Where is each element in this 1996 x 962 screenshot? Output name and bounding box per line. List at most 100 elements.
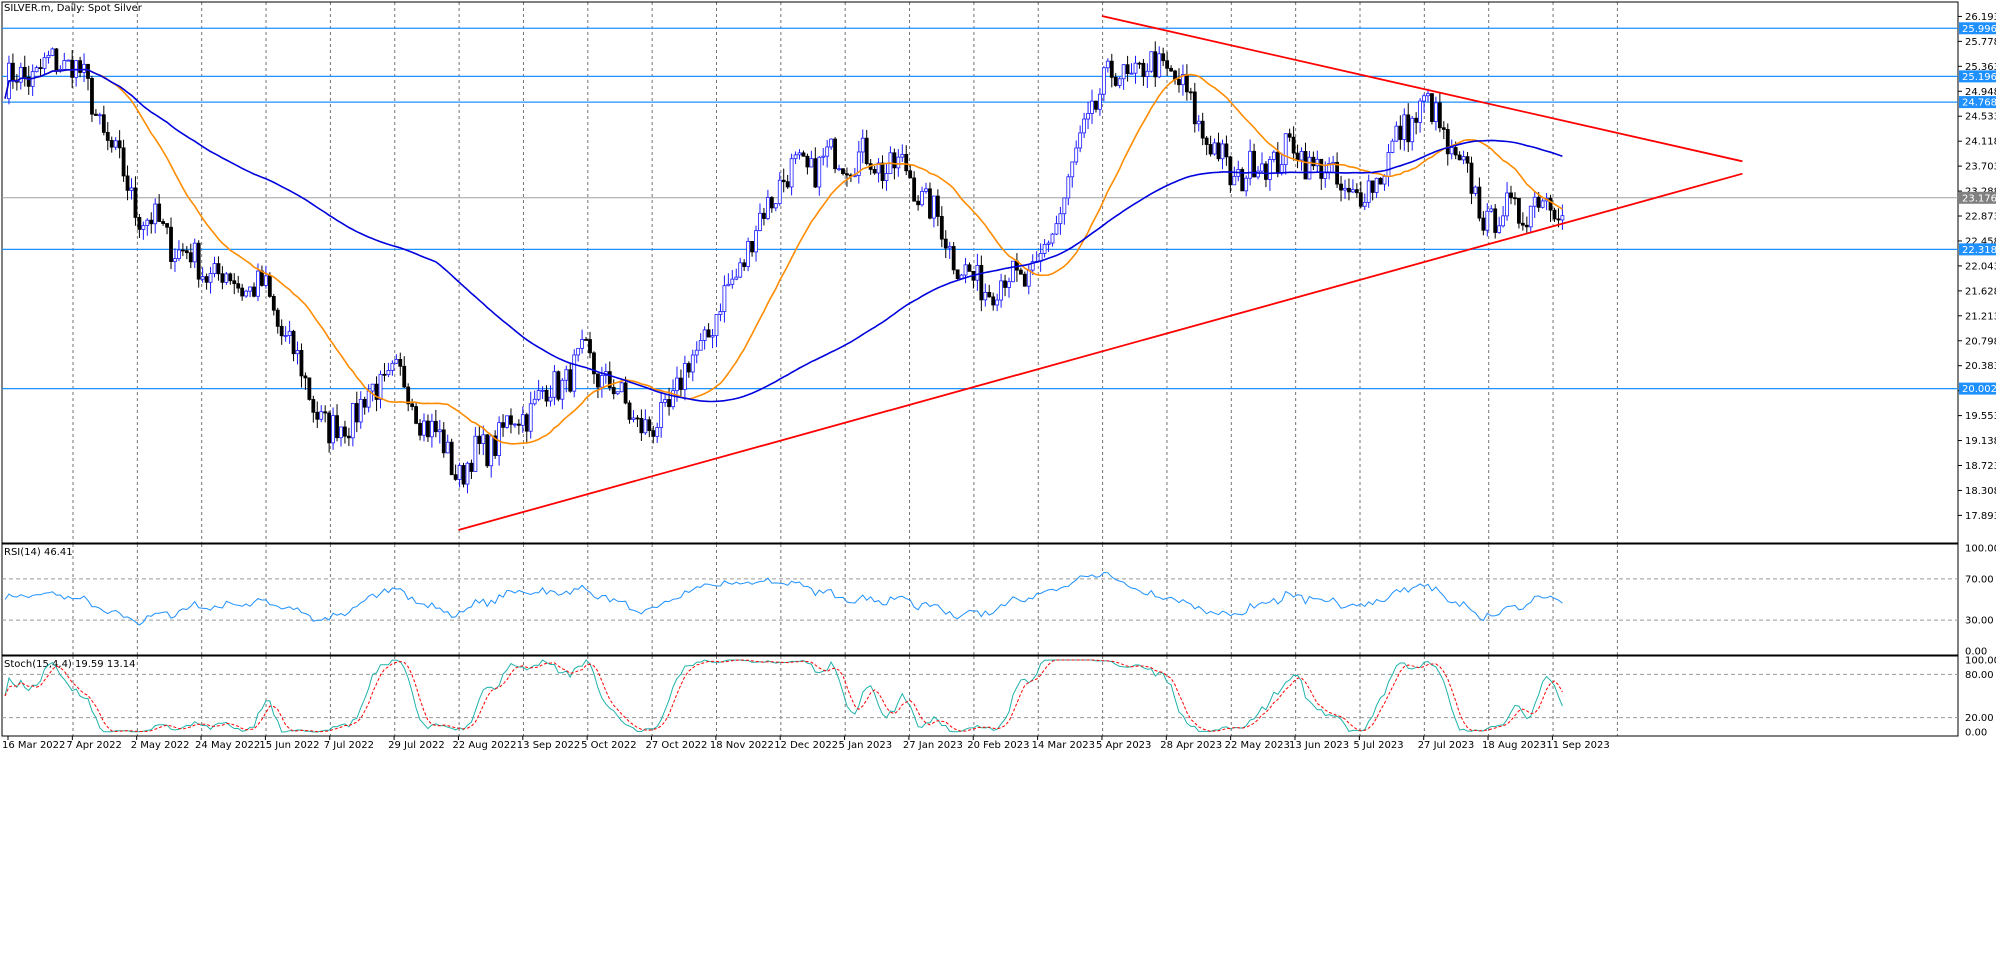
candle-body bbox=[568, 369, 573, 392]
candle-body bbox=[528, 403, 533, 432]
candle-body bbox=[1366, 180, 1371, 203]
candle-body bbox=[1287, 133, 1292, 138]
candle-body bbox=[295, 350, 300, 355]
candle-body bbox=[1283, 133, 1288, 166]
date-tick-label: 13 Sep 2022 bbox=[517, 740, 580, 751]
candle-body bbox=[1145, 70, 1150, 77]
candle-body bbox=[129, 187, 134, 191]
candle-body bbox=[90, 77, 94, 115]
candle-body bbox=[1406, 114, 1411, 143]
candle-body bbox=[319, 411, 324, 420]
candle-body bbox=[445, 441, 450, 454]
candle-body bbox=[769, 197, 774, 209]
candle-body bbox=[710, 335, 715, 338]
price-tick-label: 25.363 bbox=[1965, 62, 1996, 73]
candle-body bbox=[1090, 100, 1094, 114]
candle-body bbox=[813, 158, 818, 188]
candle-body bbox=[1252, 150, 1256, 178]
candle-body bbox=[422, 420, 426, 436]
candle-body bbox=[86, 63, 90, 79]
candle-body bbox=[200, 276, 205, 280]
candle-body bbox=[1556, 218, 1561, 221]
candle-body bbox=[311, 399, 316, 413]
date-tick-label: 20 Feb 2023 bbox=[967, 740, 1029, 751]
date-tick-label: 2 May 2022 bbox=[131, 740, 190, 751]
date-tick-label: 22 May 2023 bbox=[1225, 740, 1290, 751]
candle-body bbox=[354, 403, 359, 423]
candle-body bbox=[1046, 242, 1051, 245]
candle-body bbox=[690, 354, 695, 373]
candle-body bbox=[509, 415, 513, 425]
candle-body bbox=[426, 420, 430, 438]
date-tick-label: 5 Oct 2022 bbox=[581, 740, 636, 751]
candle-body bbox=[307, 377, 312, 400]
candle-body bbox=[1003, 280, 1007, 288]
candle-body bbox=[599, 375, 604, 388]
candle-body bbox=[1070, 161, 1075, 178]
candle-body bbox=[1141, 62, 1146, 77]
trendline-1 bbox=[1101, 15, 1743, 163]
candle-body bbox=[34, 67, 39, 73]
candle-body bbox=[1453, 147, 1458, 156]
candle-body bbox=[580, 339, 585, 349]
candle-body bbox=[540, 389, 545, 392]
candle-body bbox=[576, 347, 581, 356]
candle-body bbox=[631, 417, 636, 420]
candle-body bbox=[1509, 192, 1513, 199]
candle-body bbox=[1279, 164, 1284, 173]
candle-body bbox=[560, 379, 565, 400]
candle-body bbox=[271, 296, 276, 311]
candle-body bbox=[1418, 100, 1422, 123]
candle-body bbox=[493, 435, 498, 456]
price-tick-label: 19.138 bbox=[1965, 436, 1996, 447]
candle-body bbox=[1315, 158, 1320, 167]
candle-body bbox=[1161, 53, 1166, 62]
candle-body bbox=[556, 371, 561, 400]
date-tick-label: 24 May 2022 bbox=[195, 740, 260, 751]
candle-body bbox=[11, 62, 15, 81]
candle-body bbox=[1398, 125, 1403, 140]
date-tick-label: 11 Sep 2023 bbox=[1546, 740, 1609, 751]
date-tick-label: 28 Apr 2023 bbox=[1160, 740, 1222, 751]
candle-body bbox=[1319, 158, 1324, 179]
candle-body bbox=[1220, 143, 1225, 160]
date-tick-label: 12 Dec 2022 bbox=[774, 740, 838, 751]
candle-body bbox=[564, 369, 569, 381]
candle-body bbox=[1390, 140, 1395, 153]
horizontal-level-label: 25.196 bbox=[1962, 72, 1996, 83]
candle-body bbox=[1520, 222, 1525, 226]
candle-body bbox=[204, 276, 209, 283]
candle-body bbox=[651, 430, 656, 437]
candle-body bbox=[1153, 51, 1158, 78]
candle-body bbox=[1101, 67, 1106, 95]
candle-body bbox=[1086, 113, 1090, 120]
candle-body bbox=[572, 354, 577, 392]
candle-body bbox=[501, 422, 505, 428]
date-tick-label: 7 Apr 2022 bbox=[66, 740, 121, 751]
price-tick-label: 22.873 bbox=[1965, 212, 1996, 223]
candle-body bbox=[1188, 91, 1193, 94]
candles-group bbox=[7, 41, 1565, 494]
candle-body bbox=[402, 365, 407, 388]
candle-body bbox=[1204, 137, 1209, 145]
candle-body bbox=[1362, 201, 1367, 207]
candle-body bbox=[908, 170, 913, 179]
candle-body bbox=[70, 59, 75, 78]
candle-body bbox=[588, 339, 592, 354]
panel-frame-0 bbox=[1, 1, 1959, 544]
candle-body bbox=[192, 242, 197, 263]
candle-body bbox=[1457, 154, 1462, 161]
candle-body bbox=[821, 155, 826, 158]
candle-body bbox=[283, 335, 288, 337]
candle-body bbox=[398, 359, 403, 367]
candle-body bbox=[896, 156, 901, 169]
horizontal-level-tag bbox=[1959, 70, 1996, 83]
price-tick-label: 21.628 bbox=[1965, 286, 1996, 297]
candle-body bbox=[1260, 163, 1264, 172]
candle-body bbox=[216, 263, 221, 275]
candle-body bbox=[1354, 189, 1359, 194]
candle-body bbox=[1058, 213, 1063, 225]
candle-body bbox=[153, 203, 158, 225]
